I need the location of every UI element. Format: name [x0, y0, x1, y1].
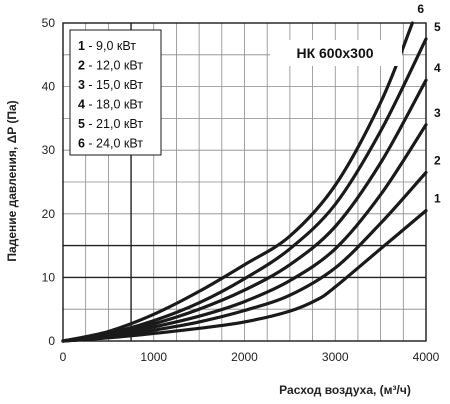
x-tick-label: 4000	[413, 350, 440, 364]
x-tick-label: 1000	[140, 350, 167, 364]
series-line-5	[61, 37, 428, 343]
y-tick-label: 20	[42, 207, 56, 221]
legend-entry: 1 - 9,0 кВт	[78, 39, 136, 53]
x-axis-label: Расход воздуха, (м³/ч)	[279, 383, 411, 397]
title-background	[270, 40, 402, 66]
series-line-4	[61, 78, 428, 343]
legend-entry-number: 2	[78, 59, 85, 73]
y-tick-label: 40	[42, 80, 56, 94]
legend-entry: 3 - 15,0 кВт	[78, 78, 143, 92]
legend-entry: 6 - 24,0 кВт	[78, 137, 143, 151]
legend-entry-text: - 18,0 кВт	[85, 98, 143, 112]
series-line-6	[61, 21, 414, 343]
legend-entry: 4 - 18,0 кВт	[78, 98, 143, 112]
y-axis-label: Падение давления, ΔP (Па)	[5, 100, 19, 261]
series-line-3	[61, 123, 428, 343]
legend-entry-number: 3	[78, 78, 85, 92]
legend-box	[69, 29, 162, 156]
series-label-6: 6	[417, 2, 424, 16]
legend-entry-text: - 15,0 кВт	[85, 78, 143, 92]
series-line-1	[61, 209, 428, 343]
series-labels: 1 2 3 4 56	[417, 2, 441, 206]
y-tick-label: 30	[42, 143, 56, 157]
legend-entry-text: - 12,0 кВт	[85, 59, 143, 73]
legend-entry: 5 - 21,0 кВт	[78, 117, 143, 131]
y-tick-label: 10	[42, 270, 56, 284]
series-label-4: 4	[434, 61, 441, 75]
series-lines	[61, 21, 428, 343]
y-tick-label: 50	[42, 16, 56, 30]
legend-entry-number: 1	[78, 39, 85, 53]
legend-entry: 2 - 12,0 кВт	[78, 59, 143, 73]
y-tick-label: 0	[48, 334, 55, 348]
legend-entry-number: 6	[78, 137, 85, 151]
x-tick-label: 0	[60, 350, 67, 364]
plot-frame	[62, 22, 427, 342]
x-tick-labels: 0 1000 2000 3000 4000	[60, 350, 440, 364]
grid	[63, 23, 426, 341]
chart-title: НК 600x300	[296, 45, 373, 61]
legend-entry-number: 5	[78, 117, 85, 131]
y-tick-labels: 0 10 20 30 40 50	[42, 16, 56, 348]
x-tick-label: 3000	[322, 350, 349, 364]
series-label-3: 3	[434, 106, 441, 120]
axes	[62, 22, 427, 342]
series-label-1: 1	[434, 192, 441, 206]
title-box: НК 600x300	[270, 40, 402, 66]
series-line-2	[61, 170, 428, 343]
legend-entry-text: - 9,0 кВт	[85, 39, 136, 53]
legend-entry-number: 4	[78, 98, 85, 112]
legend-entry-text: - 21,0 кВт	[85, 117, 143, 131]
legend-entry-text: - 24,0 кВт	[85, 137, 143, 151]
series-label-2: 2	[434, 153, 441, 167]
series-label-5: 5	[434, 20, 441, 34]
x-tick-label: 2000	[231, 350, 258, 364]
